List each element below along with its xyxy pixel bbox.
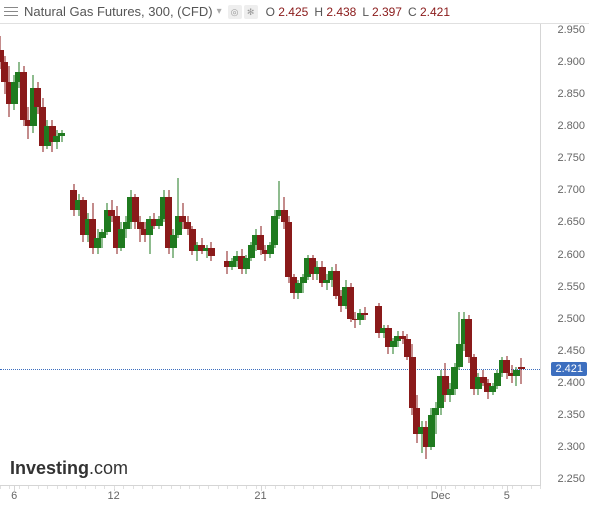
chart-header: Natural Gas Futures, 300, (CFD) ▾ ◎ ✻ O … [0, 0, 589, 24]
header-tools: ◎ ✻ [228, 5, 258, 19]
candlestick-chart[interactable]: Investing.com [0, 24, 541, 486]
y-axis-label: 2.650 [557, 216, 585, 228]
eye-icon[interactable]: ◎ [228, 5, 242, 19]
ohlc-c-value: 2.421 [420, 5, 450, 19]
y-axis-label: 2.250 [557, 473, 585, 485]
time-axis[interactable]: 6 12 21 Dec 5 [0, 486, 541, 522]
ohlc-l-label: L [362, 5, 368, 19]
x-axis-label: 12 [108, 490, 120, 502]
chevron-down-icon[interactable]: ▾ [217, 6, 222, 17]
y-axis-label: 2.300 [557, 441, 585, 453]
y-axis-label: 2.950 [557, 24, 585, 36]
ohlc-l-value: 2.397 [372, 5, 402, 19]
chart-wrap: Investing.com 2.421 2.950 2.900 2.850 2.800… [0, 24, 589, 522]
y-axis-label: 2.350 [557, 409, 585, 421]
candle [361, 24, 368, 485]
y-axis-label: 2.750 [557, 152, 585, 164]
y-axis-label: 2.450 [557, 345, 585, 357]
y-axis-label: 2.800 [557, 120, 585, 132]
ohlc-h-label: H [314, 5, 323, 19]
candle [58, 24, 65, 485]
candle [518, 24, 525, 485]
y-axis-label: 2.900 [557, 56, 585, 68]
ohlc-c-label: C [408, 5, 417, 19]
y-axis-label: 2.700 [557, 184, 585, 196]
candle [208, 24, 215, 485]
y-axis-label: 2.500 [557, 313, 585, 325]
current-price-tag: 2.421 [551, 362, 587, 376]
x-axis-label: Dec [431, 490, 451, 502]
settings-icon[interactable]: ✻ [244, 5, 258, 19]
y-axis-label: 2.850 [557, 88, 585, 100]
y-axis-label: 2.600 [557, 249, 585, 261]
ohlc-readout: O 2.425 H 2.438 L 2.397 C 2.421 [266, 5, 450, 19]
x-axis-label: 6 [11, 490, 17, 502]
y-axis-label: 2.550 [557, 281, 585, 293]
ohlc-h-value: 2.438 [326, 5, 356, 19]
chart-title: Natural Gas Futures, 300, (CFD) [24, 4, 213, 19]
ohlc-o-label: O [266, 5, 275, 19]
y-axis-label: 2.400 [557, 377, 585, 389]
ohlc-o-value: 2.425 [278, 5, 308, 19]
x-axis-label: 21 [254, 490, 266, 502]
x-axis-label: 5 [504, 490, 510, 502]
menu-icon[interactable] [4, 5, 18, 19]
price-axis[interactable]: 2.421 2.950 2.900 2.850 2.800 2.750 2.700 2.65… [541, 24, 589, 486]
